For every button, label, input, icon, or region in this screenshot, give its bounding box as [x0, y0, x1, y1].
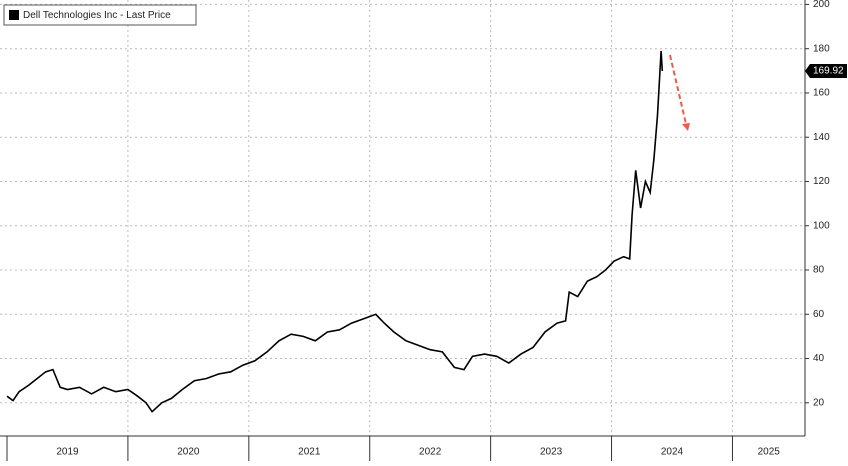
plot [6, 50, 664, 413]
y-tick-label: 20 [813, 397, 825, 408]
x-tick-label: 2022 [419, 447, 442, 458]
legend-label: Dell Technologies Inc - Last Price [23, 10, 171, 21]
annotation-arrow [669, 54, 690, 131]
y-tick-label: 160 [813, 88, 830, 99]
y-tick-label: 80 [813, 265, 825, 276]
legend-box [3, 4, 197, 26]
grid [0, 0, 805, 436]
legend-swatch [9, 10, 19, 20]
y-tick-label: 40 [813, 353, 825, 364]
x-tick-label: 2024 [661, 447, 684, 458]
x-tick-label: 2020 [177, 447, 200, 458]
y-tick-label: 100 [813, 220, 830, 231]
y-tick-label: 140 [813, 132, 830, 143]
arrow-head [682, 123, 690, 131]
x-tick-label: 2025 [758, 447, 781, 458]
y-tick-label: 60 [813, 309, 825, 320]
legend: Dell Technologies Inc - Last Price [3, 4, 197, 26]
y-tick-label: 200 [813, 0, 830, 10]
x-tick-label: 2023 [540, 447, 563, 458]
last-price-tag [805, 63, 847, 78]
last-price-label: 169.92 [813, 66, 844, 77]
y-tick-label: 120 [813, 176, 830, 187]
y-tick-label: 180 [813, 43, 830, 54]
price-line [6, 50, 664, 413]
x-tick-label: 2019 [56, 447, 79, 458]
arrow-line [669, 54, 687, 125]
x-tick-label: 2021 [298, 447, 321, 458]
